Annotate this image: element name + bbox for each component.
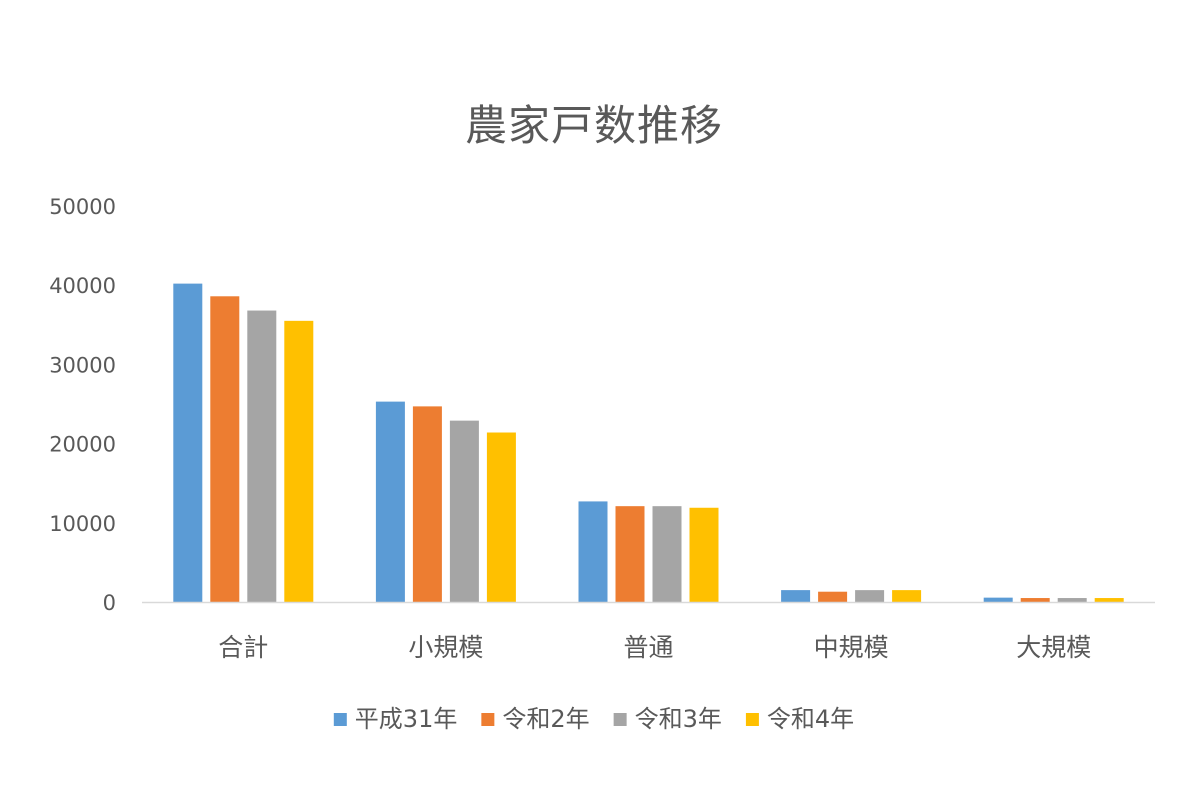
bar-0-1	[375, 401, 405, 602]
y-tick-label: 10000	[49, 512, 116, 536]
y-tick-label: 20000	[49, 433, 116, 457]
y-tick-label: 50000	[49, 195, 116, 219]
category-label: 普通	[623, 633, 673, 662]
legend-label: 令和3年	[635, 705, 722, 733]
y-tick-label: 30000	[49, 353, 116, 377]
legend-label: 令和4年	[767, 705, 854, 733]
bar-0-3	[781, 590, 811, 602]
bar-2-2	[652, 506, 682, 602]
bar-3-3	[892, 590, 922, 602]
bar-0-2	[578, 501, 608, 602]
bar-3-2	[689, 507, 719, 602]
bar-1-3	[818, 591, 848, 602]
legend-label: 平成31年	[355, 705, 458, 733]
bar-1-0	[210, 296, 240, 602]
bar-3-1	[486, 432, 516, 602]
legend-label: 令和2年	[502, 705, 589, 733]
y-tick-label: 40000	[49, 274, 116, 298]
y-tick-label: 0	[103, 591, 116, 615]
category-label: 合計	[218, 633, 268, 662]
category-label: 大規模	[1016, 633, 1091, 662]
bar-2-4	[1057, 598, 1087, 602]
category-label: 小規模	[408, 633, 483, 662]
legend-swatch-3	[745, 713, 759, 726]
bar-2-0	[247, 310, 277, 602]
bar-0-0	[173, 283, 203, 602]
bar-3-4	[1094, 598, 1124, 602]
bar-3-0	[284, 320, 314, 602]
legend-swatch-0	[333, 713, 347, 726]
bar-0-4	[983, 597, 1013, 602]
bar-1-1	[412, 406, 442, 602]
bar-1-2	[615, 506, 645, 602]
bar-2-1	[449, 420, 479, 602]
bar-2-3	[855, 590, 885, 602]
legend-swatch-1	[481, 713, 495, 726]
category-label: 中規模	[814, 633, 889, 662]
legend-swatch-2	[613, 713, 627, 726]
bar-1-4	[1020, 598, 1050, 602]
chart-title: 農家戸数推移	[464, 101, 723, 150]
